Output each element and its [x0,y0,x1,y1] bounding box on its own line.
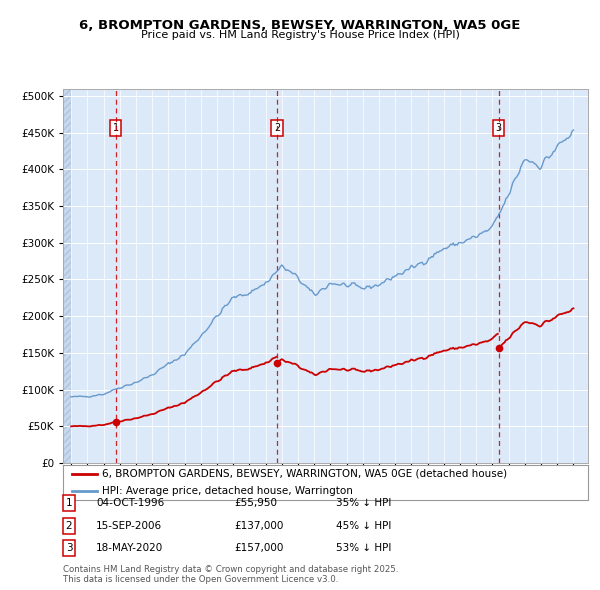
Text: 3: 3 [65,543,73,553]
Text: Price paid vs. HM Land Registry's House Price Index (HPI): Price paid vs. HM Land Registry's House … [140,30,460,40]
Text: £137,000: £137,000 [234,521,283,530]
Text: 6, BROMPTON GARDENS, BEWSEY, WARRINGTON, WA5 0GE (detached house): 6, BROMPTON GARDENS, BEWSEY, WARRINGTON,… [103,469,508,478]
Bar [63,88,71,463]
Text: Contains HM Land Registry data © Crown copyright and database right 2025.
This d: Contains HM Land Registry data © Crown c… [63,565,398,584]
Text: 45% ↓ HPI: 45% ↓ HPI [336,521,391,530]
Text: £157,000: £157,000 [234,543,283,553]
Text: 18-MAY-2020: 18-MAY-2020 [96,543,163,553]
Text: 1: 1 [65,499,73,508]
Text: 3: 3 [496,123,502,133]
Text: 53% ↓ HPI: 53% ↓ HPI [336,543,391,553]
Text: 2: 2 [274,123,280,133]
Text: 2: 2 [65,521,73,530]
Text: 35% ↓ HPI: 35% ↓ HPI [336,499,391,508]
Text: £55,950: £55,950 [234,499,277,508]
Text: 6, BROMPTON GARDENS, BEWSEY, WARRINGTON, WA5 0GE: 6, BROMPTON GARDENS, BEWSEY, WARRINGTON,… [79,19,521,32]
Text: HPI: Average price, detached house, Warrington: HPI: Average price, detached house, Warr… [103,487,353,496]
Text: 1: 1 [113,123,119,133]
Text: 15-SEP-2006: 15-SEP-2006 [96,521,162,530]
Text: 04-OCT-1996: 04-OCT-1996 [96,499,164,508]
